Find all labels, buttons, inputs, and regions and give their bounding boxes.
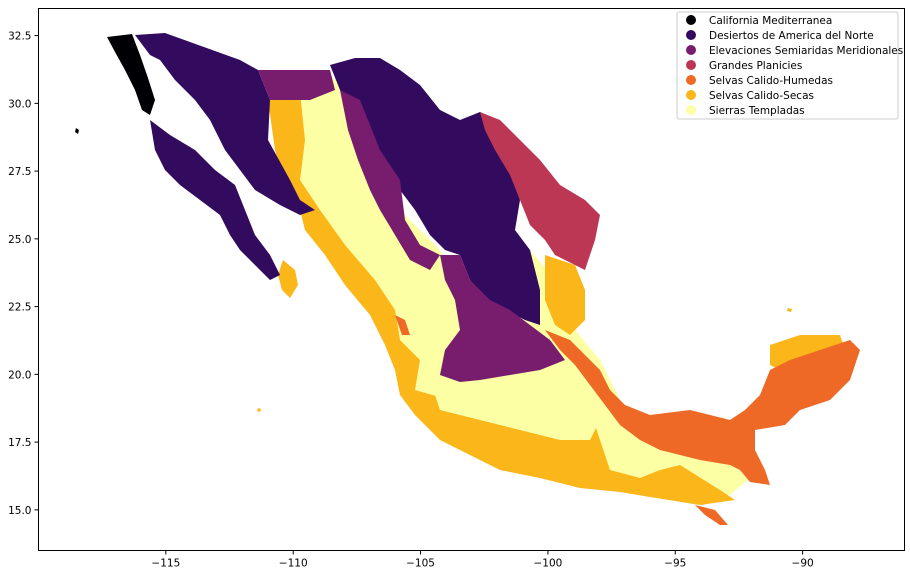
axes: −115 −110 −105 −100 −95 −90 15.0 17.5 20.0 22.5 2… [8,8,905,570]
region-elevaciones-sonora [258,70,335,100]
y-axis-ticks: 15.0 17.5 20.0 22.5 25.0 27.5 30.0 32.5 [8,31,39,517]
y-tick-label: 15.0 [8,505,31,517]
legend-marker [686,30,696,40]
region-selvas-calido-secas-baja [278,260,298,298]
legend-label: Elevaciones Semiaridas Meridionales [709,45,903,57]
region-desiertos-baja [135,33,315,215]
legend-label: Desiertos de America del Norte [709,30,874,42]
axes-frame [38,8,905,551]
y-tick-label: 22.5 [8,302,31,314]
legend-label: Grandes Planicies [709,60,802,72]
legend-label: Sierras Templadas [709,105,805,117]
region-selvas-calido-humedas-chiapas [695,505,728,525]
x-tick-label: −100 [533,558,562,570]
island-gulf-small [787,308,792,312]
region-california-mediterranea [107,34,155,115]
legend-label: California Mediterranea [709,15,832,27]
region-selvas-calido-secas-gulf [545,255,585,335]
y-tick-label: 30.0 [8,98,31,110]
legend-box [676,11,899,120]
legend-label: Selvas Calido-Secas [709,90,814,102]
legend-label: Selvas Calido-Humedas [709,75,833,87]
legend-marker [686,45,696,55]
x-tick-label: −115 [151,558,180,570]
region-grandes-planicies [480,112,600,270]
legend-marker [686,75,696,85]
y-tick-label: 17.5 [8,437,31,449]
region-elevaciones-bajio [440,255,565,382]
y-tick-label: 32.5 [8,31,31,43]
region-sierras-templadas-balsas [430,380,600,440]
legend-marker [686,15,696,25]
x-tick-label: −90 [792,558,814,570]
legend-marker [686,105,696,115]
x-tick-label: −105 [406,558,435,570]
region-selvas-calido-humedas-nayarit [395,315,410,335]
region-elevaciones-durango [340,90,440,270]
y-tick-label: 25.0 [8,234,31,246]
legend: California Mediterranea Desiertos de Amer… [676,11,903,120]
x-tick-label: −95 [664,558,686,570]
legend-marker [686,60,696,70]
island-revillagigedo [257,408,261,412]
y-tick-label: 20.0 [8,369,31,381]
x-axis-ticks: −115 −110 −105 −100 −95 −90 [151,550,814,570]
island-guadalupe [75,128,79,134]
legend-items: California Mediterranea Desiertos de Amer… [686,15,903,117]
y-tick-label: 27.5 [8,166,31,178]
legend-marker [686,90,696,100]
region-selvas-calido-humedas [545,330,860,485]
x-tick-label: −110 [279,558,308,570]
ecoregion-map [75,33,860,525]
region-desiertos-baja-sur [150,120,280,280]
